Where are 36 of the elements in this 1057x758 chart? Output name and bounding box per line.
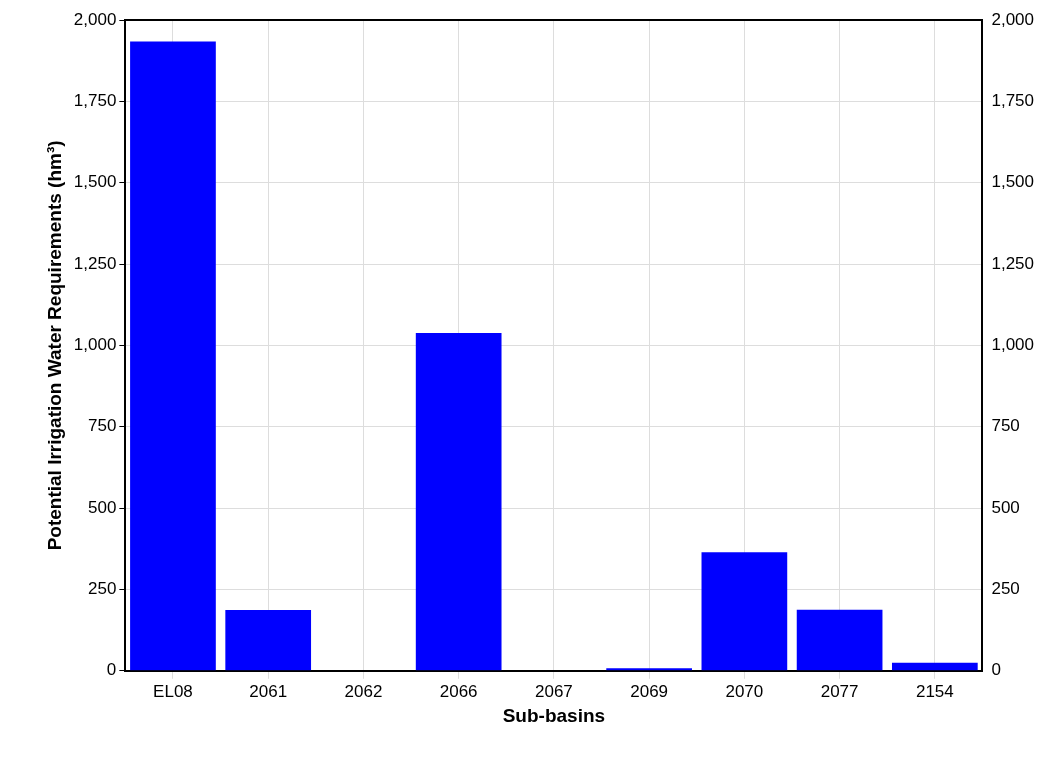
x-tick-label: 2069 (630, 681, 669, 701)
y2-tick-label: 1,750 (991, 91, 1035, 111)
y2-tick-label: 0 (991, 660, 1001, 680)
x-tick-label: 2062 (344, 681, 383, 701)
x-tick-label: 2061 (249, 681, 288, 701)
bar (701, 552, 788, 671)
x-tick-label: 2154 (915, 681, 954, 701)
y2-tick-label: 500 (991, 497, 1020, 517)
x-tick-label: 2066 (439, 681, 478, 701)
bar (606, 668, 692, 671)
x-tick-label: EL08 (153, 681, 193, 701)
y2-tick-label: 750 (991, 416, 1020, 436)
y-tick-label: 0 (106, 660, 117, 680)
y2-tick-label: 1,500 (991, 172, 1035, 192)
y-axis-title: Potential Irrigation Water Requirements (hm³) (43, 140, 65, 551)
y-tick-label: 1,000 (73, 335, 117, 355)
y2-tick-label: 250 (991, 579, 1020, 599)
bar (225, 609, 312, 671)
x-tick-label: 2077 (820, 681, 859, 701)
bar (415, 333, 502, 671)
y-tick-label: 500 (87, 497, 117, 517)
y-tick-label: 1,750 (73, 91, 117, 111)
y-tick-label: 2,000 (73, 9, 117, 29)
y-tick-label: 250 (87, 579, 117, 599)
x-tick-label: 2067 (534, 681, 573, 701)
y-tick-label: 750 (87, 416, 117, 436)
y2-tick-label: 1,250 (991, 253, 1035, 273)
bar (796, 609, 883, 671)
y-tick-label: 1,250 (73, 253, 117, 273)
bar (130, 41, 216, 671)
x-tick-label: 2070 (725, 681, 764, 701)
x-axis-title: Sub-basins (502, 704, 606, 726)
y-tick-label: 1,500 (73, 172, 117, 192)
bar (891, 662, 978, 671)
y2-tick-label: 2,000 (991, 9, 1035, 29)
y2-tick-label: 1,000 (991, 335, 1035, 355)
